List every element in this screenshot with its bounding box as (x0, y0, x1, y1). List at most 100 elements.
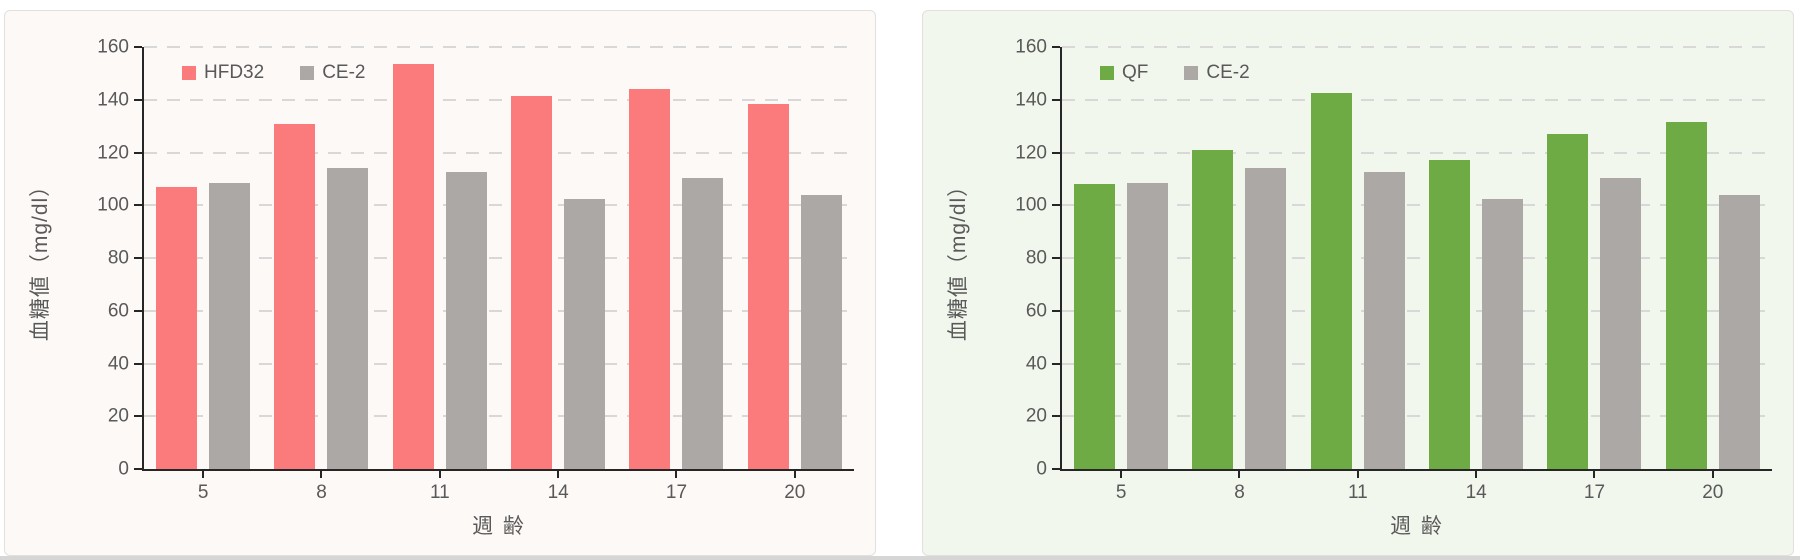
y-axis-ticks (134, 46, 142, 470)
x-tick-mark-17 (675, 471, 678, 478)
y-tick-mark-100 (1052, 204, 1060, 207)
bar-qf-week-14 (1429, 160, 1471, 469)
x-tick-cell-5 (144, 471, 262, 478)
y-tick-mark-120 (1052, 151, 1060, 154)
x-tick-mark-11 (438, 471, 441, 478)
y-tick-label-80: 80 (1025, 247, 1047, 269)
y-tick-label-120: 120 (1015, 142, 1047, 163)
x-tick-cell-20 (1654, 471, 1772, 478)
gridline-40 (144, 362, 854, 365)
bar-qf-week-11 (1310, 93, 1352, 469)
bar-ce-2-week-20 (800, 194, 842, 469)
bar-group-week-8 (262, 47, 380, 469)
y-axis-labels: 0 20 40 60 80 100 120 140 160 (923, 38, 1047, 479)
y-tick-label-0: 0 (118, 458, 129, 480)
x-tick-label-20: 20 (1702, 482, 1724, 503)
bar-ce-2-week-17 (1600, 177, 1642, 469)
bar-ce-2-week-11 (445, 172, 487, 469)
x-tick-mark-17 (1593, 471, 1596, 478)
qf-chart-panel: 血糖値（mg/dl） 0 20 40 60 80 100 120 140 160 QF CE-2 … (922, 10, 1794, 556)
legend-label: CE-2 (1206, 62, 1250, 83)
bar-groups (144, 47, 854, 469)
x-axis-labels: 5 8 11 14 17 20 (1062, 483, 1772, 502)
bar-group-week-17 (617, 47, 735, 469)
x-tick-cell-17 (617, 471, 735, 478)
x-tick-label-8: 8 (316, 482, 327, 503)
y-tick-mark-60 (134, 309, 142, 312)
x-axis-labels: 5 8 11 14 17 20 (144, 483, 854, 502)
legend-label: CE-2 (322, 62, 366, 83)
x-tick-cell-8 (1180, 471, 1298, 478)
gridline-160 (144, 46, 854, 48)
x-tick-mark-11 (1356, 471, 1359, 478)
y-tick-mark-40 (134, 362, 142, 365)
x-tick-label-8: 8 (1234, 482, 1245, 503)
x-axis-title: 週 齢 (472, 515, 526, 538)
gridline-80 (1062, 257, 1772, 259)
x-tick-cell-8 (262, 471, 380, 478)
bar-group-week-14 (499, 47, 617, 469)
y-tick-mark-160 (1052, 46, 1060, 48)
legend-item-ce-2: CE-2 (300, 63, 365, 82)
gridline-20 (1062, 415, 1772, 418)
legend-swatch-ce-2 (300, 65, 315, 80)
gridline-100 (1062, 204, 1772, 207)
x-tick-mark-5 (1120, 471, 1123, 478)
x-tick-cell-5 (1062, 471, 1180, 478)
x-tick-mark-20 (793, 471, 796, 478)
y-tick-label-100: 100 (97, 194, 129, 216)
plot-area: HFD32 CE-2 (142, 46, 854, 471)
legend: HFD32 CE-2 (182, 63, 365, 82)
gridline-120 (144, 151, 854, 154)
legend-swatch-ce-2 (1184, 65, 1199, 80)
gridline-100 (144, 204, 854, 207)
y-tick-mark-160 (134, 46, 142, 48)
bar-hfd32-week-11 (392, 64, 434, 469)
gridline-80 (144, 257, 854, 259)
x-tick-label-14: 14 (547, 482, 569, 503)
y-tick-mark-0 (134, 468, 142, 470)
bar-ce-2-week-8 (327, 168, 369, 469)
x-tick-label-20: 20 (784, 482, 806, 503)
y-tick-label-40: 40 (107, 353, 129, 374)
y-tick-label-120: 120 (97, 142, 129, 163)
y-tick-label-20: 20 (1025, 405, 1047, 427)
x-tick-label-5: 5 (197, 482, 209, 503)
bar-qf-week-8 (1192, 149, 1234, 469)
gridline-160 (1062, 46, 1772, 48)
bar-ce-2-week-8 (1245, 168, 1287, 469)
y-tick-label-20: 20 (107, 405, 129, 427)
gridline-140 (144, 98, 854, 101)
bar-hfd32-week-8 (274, 123, 316, 469)
gridline-60 (1062, 309, 1772, 312)
y-tick-label-0: 0 (1036, 458, 1047, 480)
bar-hfd32-week-5 (156, 186, 198, 469)
legend-label: QF (1122, 62, 1149, 83)
y-tick-label-40: 40 (1025, 353, 1047, 374)
x-tick-cell-20 (736, 471, 854, 478)
bar-group-week-20 (1654, 47, 1772, 469)
y-axis-ticks (1052, 46, 1060, 470)
bar-qf-week-5 (1074, 184, 1116, 469)
bar-hfd32-week-17 (629, 89, 671, 469)
bar-qf-week-20 (1665, 122, 1707, 469)
x-tick-label-5: 5 (1115, 482, 1127, 503)
x-tick-mark-14 (1475, 471, 1478, 478)
bar-ce-2-week-20 (1718, 194, 1760, 469)
y-tick-mark-0 (1052, 468, 1060, 470)
bar-group-week-11 (1299, 47, 1417, 469)
bar-group-week-5 (144, 47, 262, 469)
y-tick-label-60: 60 (107, 300, 129, 322)
bar-group-week-11 (381, 47, 499, 469)
y-tick-mark-100 (134, 204, 142, 207)
bar-qf-week-17 (1547, 134, 1589, 469)
x-tick-cell-14 (499, 471, 617, 478)
hfd32-chart-panel: 血糖値（mg/dl） 0 20 40 60 80 100 120 140 160 HFD32 CE… (4, 10, 876, 556)
y-tick-mark-140 (1052, 98, 1060, 101)
legend-label: HFD32 (204, 62, 265, 83)
x-tick-label-11: 11 (1347, 482, 1368, 503)
y-tick-mark-20 (1052, 415, 1060, 418)
bar-hfd32-week-14 (511, 95, 553, 469)
bar-group-week-20 (736, 47, 854, 469)
